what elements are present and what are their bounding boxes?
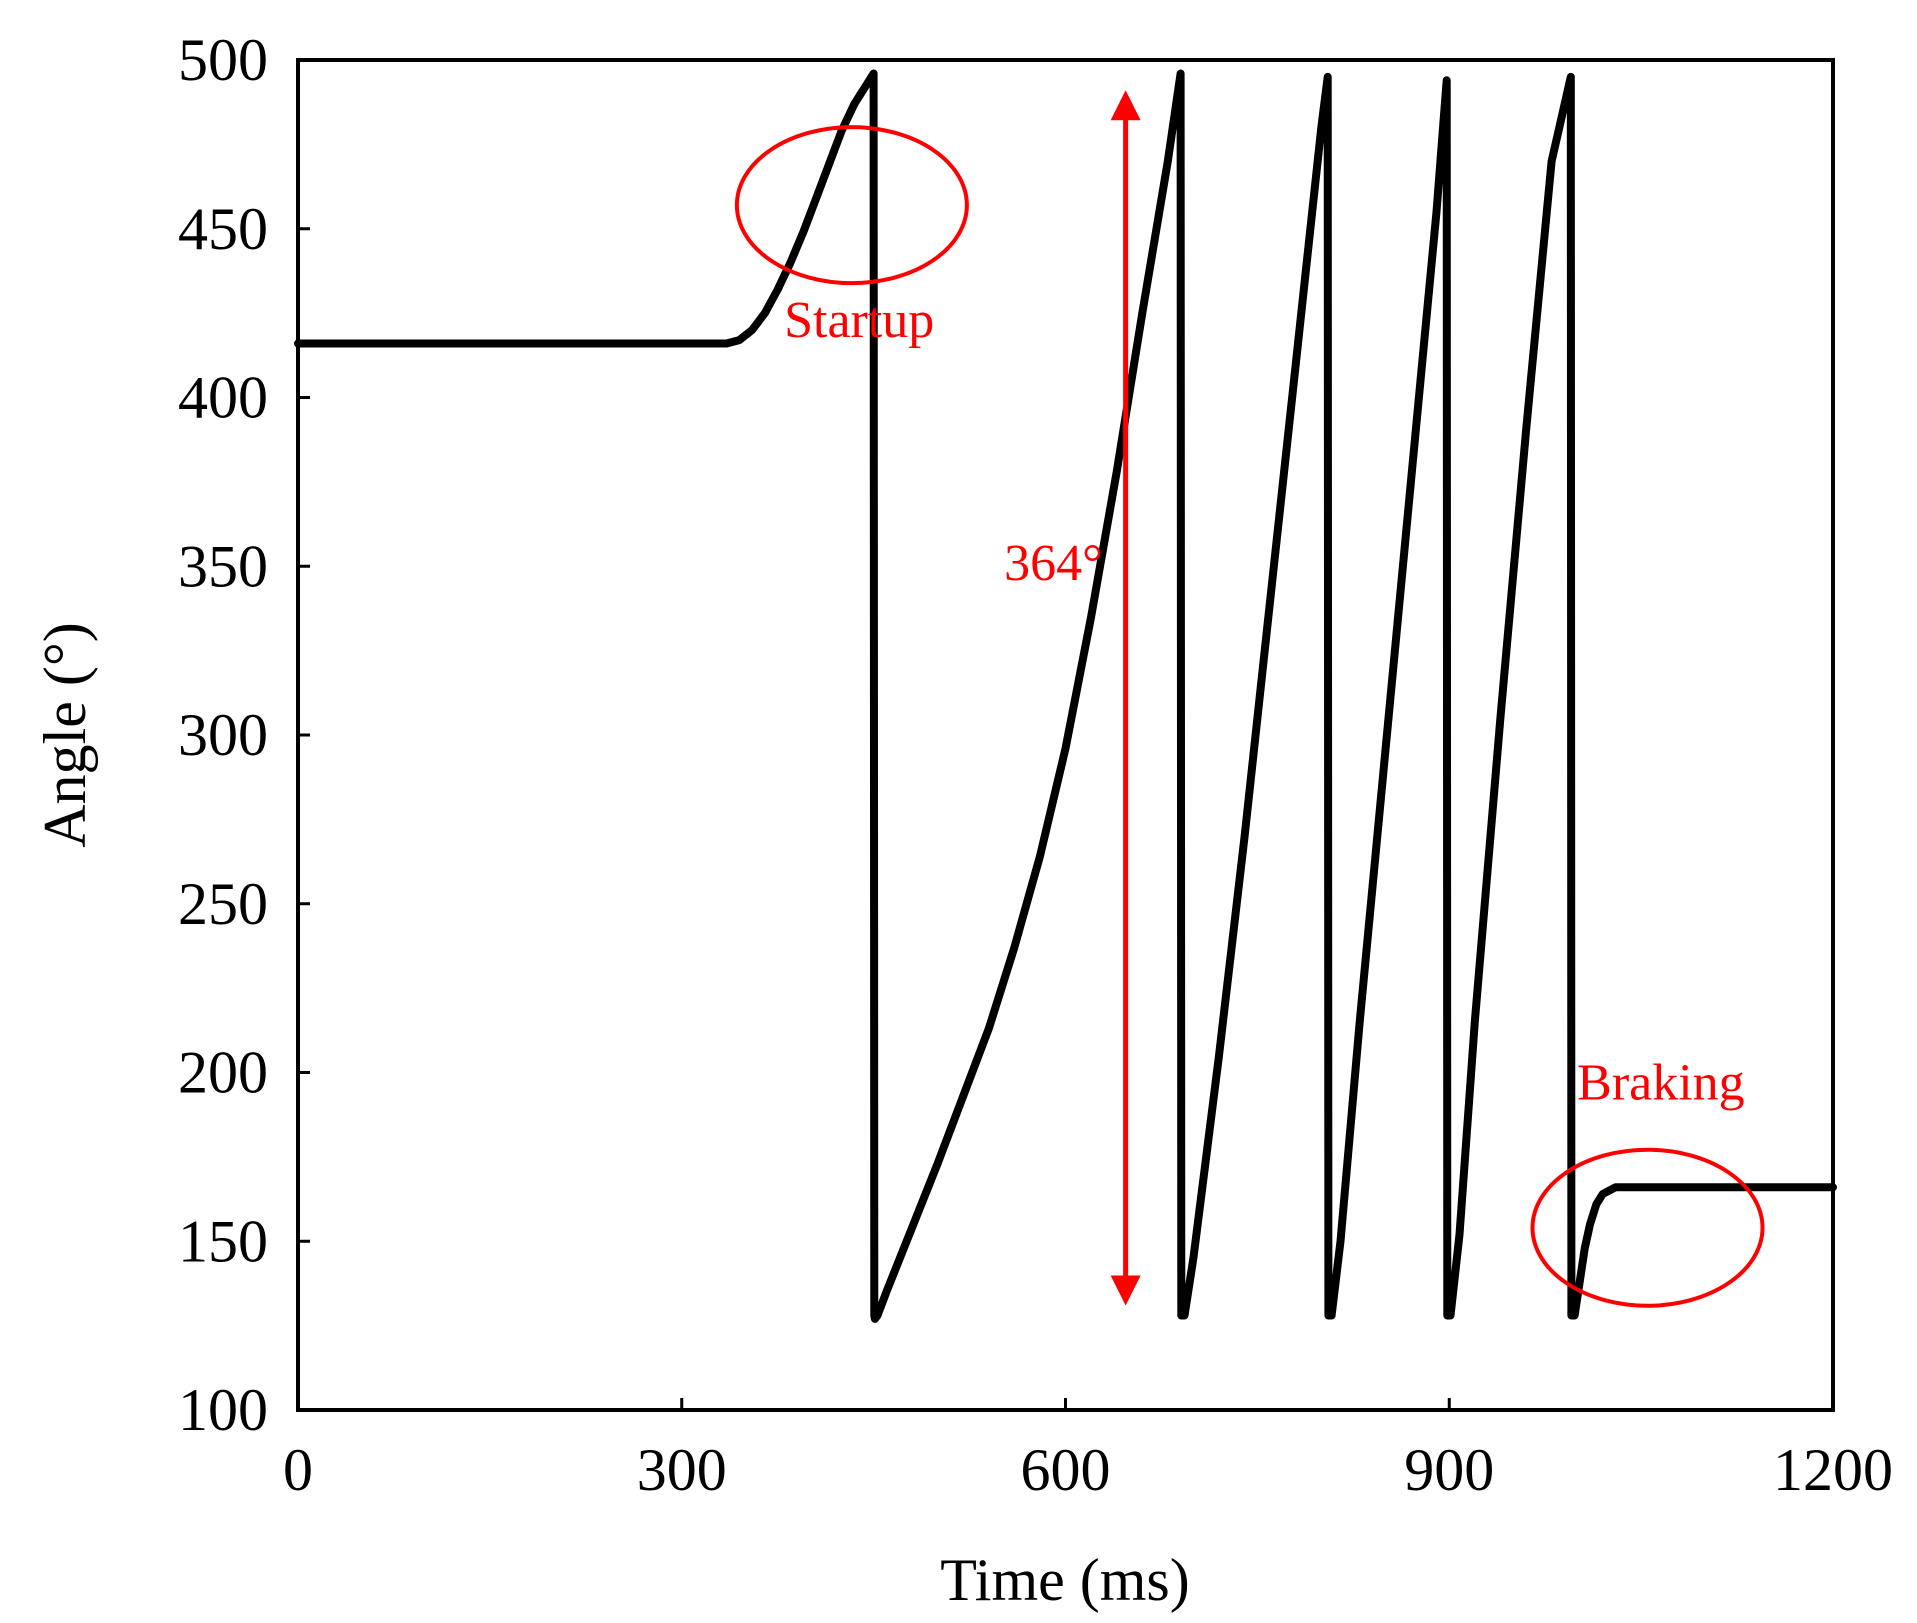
y-tick-label: 200	[178, 1040, 268, 1106]
series-layer	[294, 69, 1837, 1323]
annotation-ellipse	[1530, 1147, 1765, 1308]
annotation-label: 364°	[1004, 535, 1103, 592]
x-tick-label: 0	[283, 1437, 313, 1503]
x-tick-label: 600	[1021, 1437, 1111, 1503]
y-tick-label: 350	[178, 533, 268, 599]
series-line-angle	[294, 69, 1837, 1323]
y-tick-label: 300	[178, 702, 268, 768]
x-tick-label: 1200	[1773, 1437, 1893, 1503]
y-tick-label: 100	[178, 1377, 268, 1443]
y-tick-label: 450	[178, 196, 268, 262]
y-axis-title: Angle (°)	[32, 622, 98, 848]
annotation-label: Braking	[1577, 1055, 1745, 1112]
y-tick-label: 500	[178, 27, 268, 93]
annotations-layer: Startup 364° Braking	[734, 90, 1765, 1308]
y-axis-ticks: 100 150 200 250 300 350 400 450 500	[178, 27, 310, 1443]
y-tick-label: 150	[178, 1208, 268, 1274]
annotation-ellipse	[734, 125, 969, 286]
x-axis-ticks: 0 300 600 900 1200	[283, 1398, 1893, 1503]
x-tick-label: 300	[637, 1437, 727, 1503]
x-axis-title: Time (ms)	[940, 1547, 1190, 1613]
annotation-label: Startup	[784, 292, 934, 349]
y-tick-label: 400	[178, 365, 268, 431]
x-tick-label: 900	[1404, 1437, 1494, 1503]
y-tick-label: 250	[178, 871, 268, 937]
